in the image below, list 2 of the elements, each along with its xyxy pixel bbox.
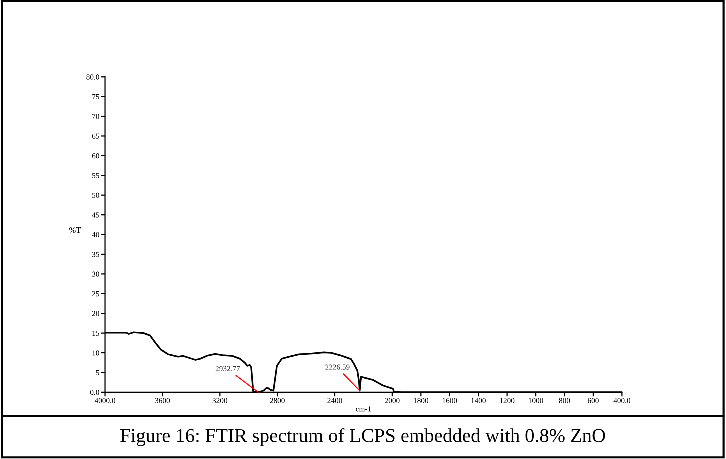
caption: Figure 16: FTIR spectrum of LCPS embedded with 0.8% ZnO <box>120 428 606 446</box>
y-axis-title: %T <box>70 227 82 234</box>
